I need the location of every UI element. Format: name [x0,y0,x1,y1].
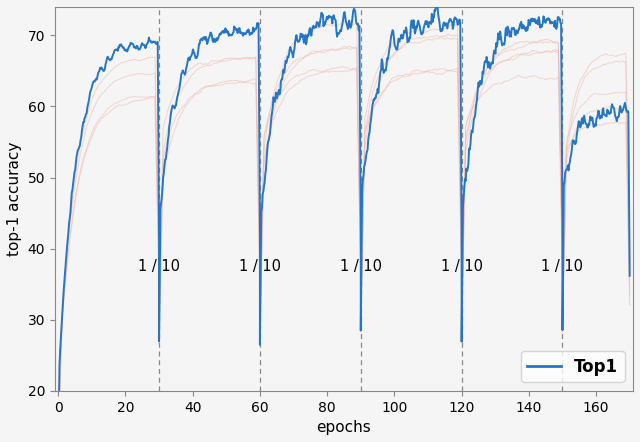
Y-axis label: top-1 accuracy: top-1 accuracy [7,142,22,256]
X-axis label: epochs: epochs [317,420,371,435]
Legend: Top1: Top1 [521,351,625,382]
Text: 1 / 10: 1 / 10 [440,259,483,274]
Text: 1 / 10: 1 / 10 [340,259,381,274]
Text: 1 / 10: 1 / 10 [239,259,281,274]
Text: 1 / 10: 1 / 10 [138,259,180,274]
Text: 1 / 10: 1 / 10 [541,259,584,274]
